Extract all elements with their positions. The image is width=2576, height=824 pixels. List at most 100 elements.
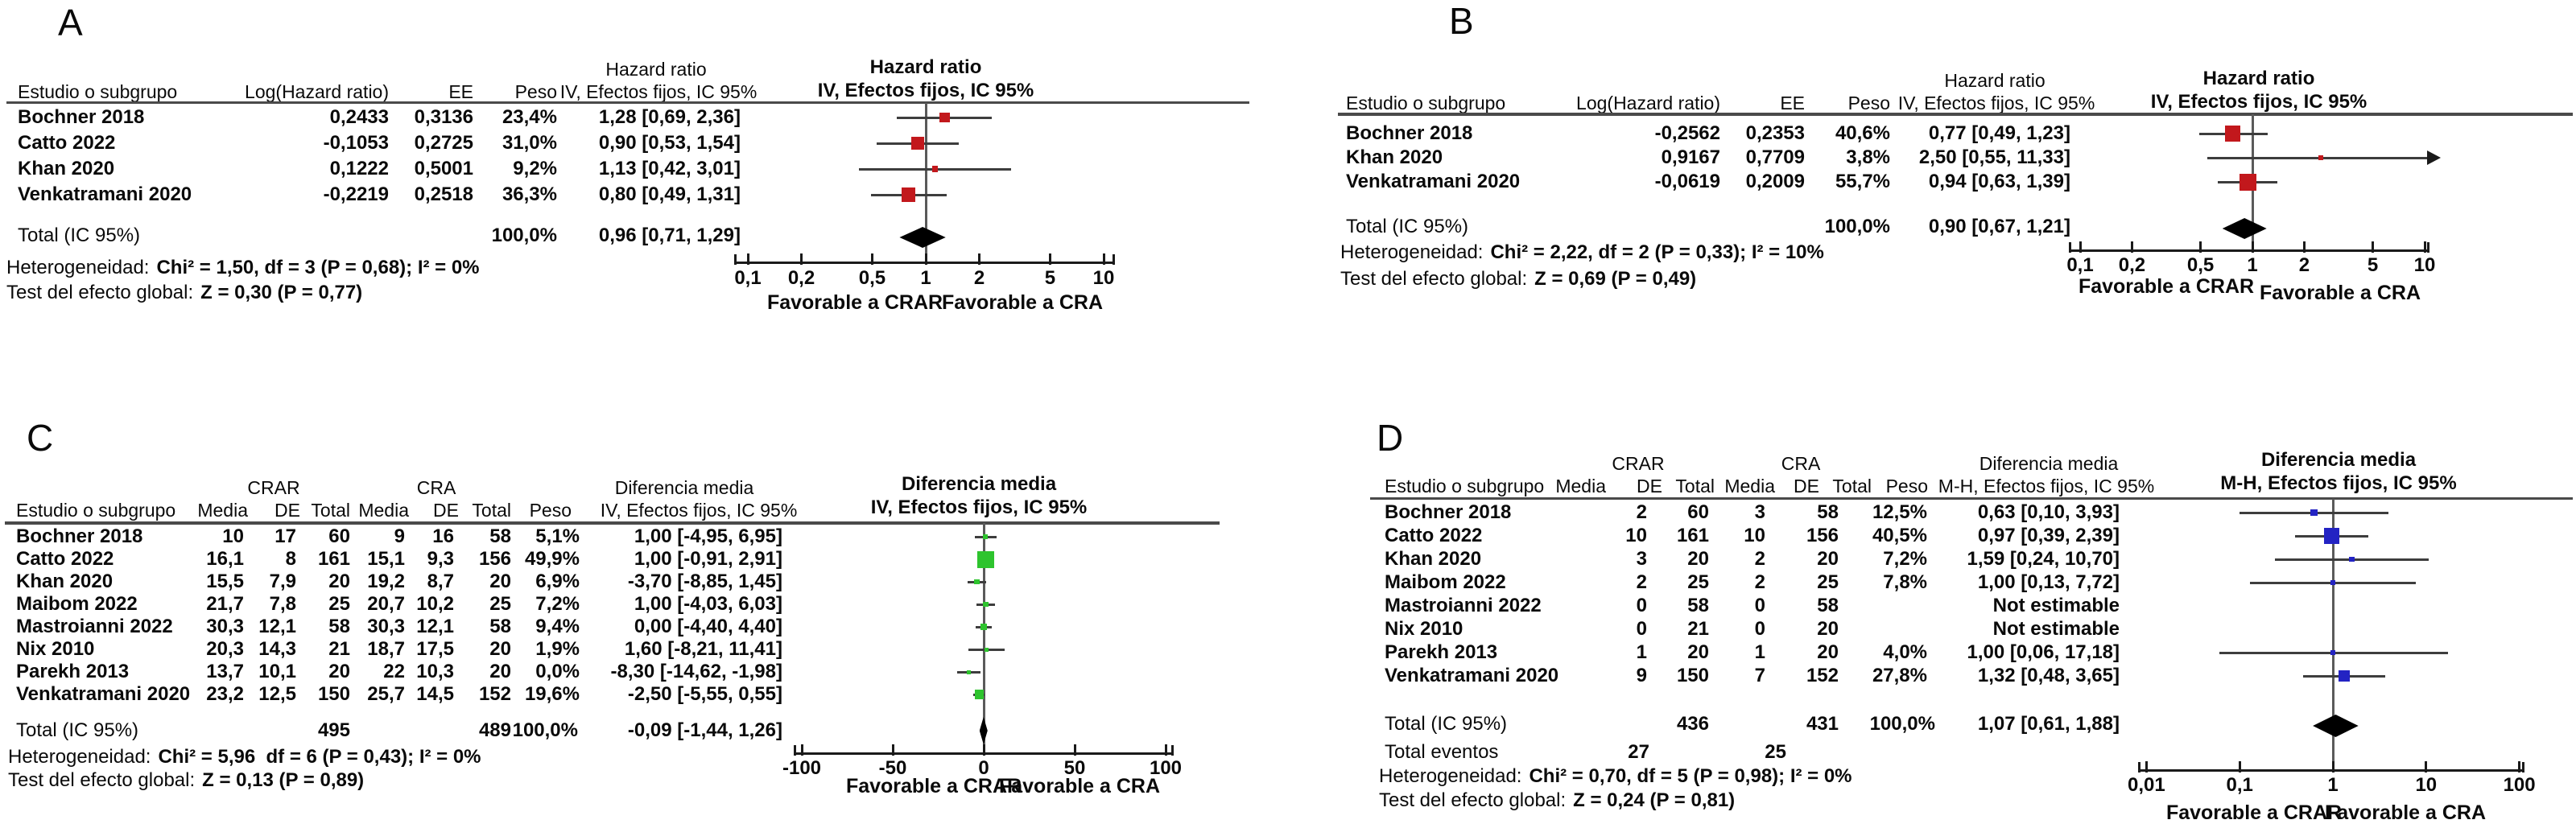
study-row-cell: 5,1% (535, 525, 580, 547)
overall-test-line-stats: Z = 0,69 (P = 0,49) (1534, 268, 1697, 290)
favors-left-label: Favorable a CRAR (845, 775, 1022, 797)
x-axis-endcap (1113, 254, 1115, 265)
study-row-label: Parekh 2013 (1385, 641, 1498, 663)
effect-marker (2323, 528, 2340, 544)
header-separator (5, 521, 1220, 525)
study-row-ci-text: 1,59 [0,24, 10,70] (1967, 548, 2120, 570)
study-row-label: Khan 2020 (16, 571, 114, 592)
study-row-cell: 18,7 (367, 638, 405, 660)
favors-left-label: Favorable a CRAR (766, 291, 943, 314)
heterogeneity-line-label: Heterogeneidad: (1340, 241, 1484, 263)
x-axis-tick (1048, 253, 1051, 265)
effect-marker (939, 112, 951, 123)
study-row-cell: 0,2009 (1745, 171, 1805, 192)
study-row-cell: 21 (328, 638, 350, 660)
pooled-diamond (2313, 715, 2359, 737)
x-axis-tick-label: 0,1 (2066, 254, 2094, 276)
heterogeneity-line: Heterogeneidad: Chi² = 2,22, df = 2 (P = … (1340, 241, 1824, 264)
study-row-cell: 17 (275, 525, 296, 547)
study-row-label: Catto 2022 (1385, 525, 1483, 546)
header-separator (6, 101, 1249, 104)
x-axis-tick-label: -50 (878, 757, 907, 779)
study-row-cell: 22 (383, 661, 405, 682)
study-row-cell: 36,3% (502, 183, 557, 205)
study-row-ci-text: 1,13 [0,42, 3,01] (598, 158, 741, 179)
study-row-cell: -0,0619 (1654, 171, 1720, 192)
favors-right-label: Favorable a CRA (998, 775, 1161, 797)
column-header: Total (311, 500, 350, 521)
x-axis-tick-label: 0,5 (858, 267, 886, 289)
overall-test-line-label: Test del efecto global: (1340, 268, 1528, 290)
overall-test-line: Test del efecto global: Z = 0,30 (P = 0,7… (6, 282, 362, 304)
study-row-cell: 58 (1817, 501, 1839, 523)
study-row-cell: 25 (1817, 571, 1839, 593)
x-axis-endcap (2069, 242, 2071, 253)
study-row-cell: 10 (1625, 525, 1647, 546)
x-axis-tick-label: 10 (2415, 774, 2438, 796)
effect-column-header-line2: IV, Efectos fijos, IC 95% (559, 81, 758, 102)
study-row-cell: 6,9% (535, 571, 580, 592)
x-axis-tick-label: 50 (1063, 757, 1086, 779)
effect-marker (2330, 579, 2336, 586)
x-axis-endcap (1171, 745, 1174, 756)
study-row-ci-text: 0,97 [0,39, 2,39] (1977, 525, 2120, 546)
study-row-cell: -0,2562 (1654, 122, 1720, 144)
heterogeneity-line: Heterogeneidad: Chi² = 1,50, df = 3 (P = … (6, 257, 480, 279)
study-row-cell: 23,2 (206, 683, 244, 705)
effect-marker (2224, 126, 2241, 142)
study-row-label: Catto 2022 (16, 548, 114, 570)
effect-marker (966, 670, 971, 674)
x-axis-tick (891, 744, 894, 756)
total-events-cell: 27 (1628, 741, 1649, 763)
x-axis-tick (800, 744, 803, 756)
x-axis-endcap (2138, 762, 2140, 772)
x-axis-tick-label: 100 (1149, 757, 1183, 779)
effect-marker (2330, 650, 2335, 655)
total-row-cell: 100,0% (1824, 216, 1890, 237)
study-row-cell: 0 (1636, 595, 1647, 616)
total-row-label: Total (IC 95%) (16, 719, 139, 741)
study-row-cell: 7,8% (1883, 571, 1927, 593)
study-row-cell: 152 (1806, 665, 1839, 686)
x-axis-tick (2079, 241, 2082, 253)
study-row-label: Bochner 2018 (16, 525, 143, 547)
column-header: Media (1555, 476, 1606, 496)
study-row-cell: 20 (489, 661, 511, 682)
study-row-ci-text: 1,00 [0,06, 17,18] (1967, 641, 2120, 663)
study-row-cell: 7 (1754, 665, 1765, 686)
study-row-cell: 7,9 (269, 571, 296, 592)
total-row-cell: 0,90 [0,67, 1,21] (1928, 216, 2070, 237)
study-row-cell: 12,5 (258, 683, 296, 705)
plot-header-line2: IV, Efectos fijos, IC 95% (817, 80, 1034, 101)
study-row-cell: 20 (489, 638, 511, 660)
overall-test-line-label: Test del efecto global: (6, 282, 194, 303)
column-header: DE (275, 500, 300, 521)
study-row-cell: 58 (489, 616, 511, 637)
effect-column-header-line2: IV, Efectos fijos, IC 95% (600, 500, 798, 521)
column-header: Peso (1885, 476, 1928, 496)
x-axis-tick-label: -100 (782, 757, 822, 779)
x-axis-tick (800, 253, 803, 265)
study-row-cell: -0,1053 (323, 132, 389, 154)
effect-marker (976, 550, 994, 568)
null-effect-line (924, 103, 927, 262)
x-axis-tick-label: 1 (920, 267, 931, 289)
effect-column-header-line1: Diferencia media (614, 477, 754, 498)
x-axis-tick (2425, 761, 2428, 772)
study-row-cell: 152 (478, 683, 511, 705)
total-row-cell: 0,96 [0,71, 1,29] (598, 225, 741, 246)
study-row-cell: 8 (285, 548, 296, 570)
x-axis-tick (1164, 744, 1167, 756)
study-row-label: Mastroianni 2022 (1385, 595, 1542, 616)
study-row-label: Mastroianni 2022 (16, 616, 173, 637)
plot-header-line2: IV, Efectos fijos, IC 95% (2150, 91, 2368, 113)
study-row-ci-text: 1,00 [0,13, 7,72] (1977, 571, 2120, 593)
study-row-cell: 30,3 (206, 616, 244, 637)
column-header: Media (1724, 476, 1775, 496)
study-row-cell: 19,2 (367, 571, 405, 592)
total-row-cell: 436 (1676, 713, 1709, 735)
study-row-cell: 25 (489, 593, 511, 615)
column-header: Total (1675, 476, 1715, 496)
study-row-cell: 58 (489, 525, 511, 547)
effect-marker (982, 601, 989, 608)
